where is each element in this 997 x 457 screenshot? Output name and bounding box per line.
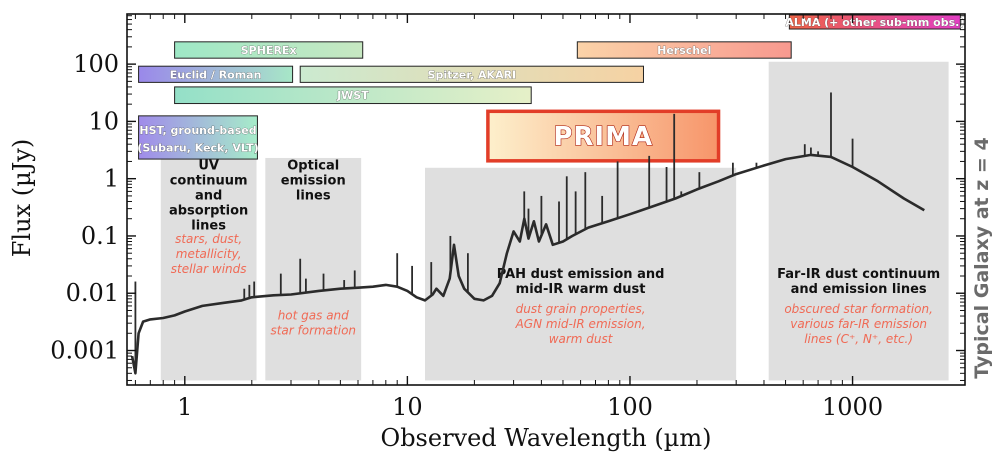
facility-label-euclid: Euclid / Roman — [170, 68, 262, 81]
region-desc-optical: hot gas and — [278, 308, 349, 322]
y-tick-label: 0.1 — [81, 222, 119, 250]
facility-bar-spitzer — [299, 65, 644, 83]
region-title-farir: and emission lines — [791, 282, 927, 297]
facility-label-sphere: SPHEREx — [241, 44, 297, 57]
region-title-uv: absorption — [169, 203, 248, 218]
facility-bar-euclid — [138, 65, 294, 83]
facility-label-herschel: Herschel — [657, 44, 711, 57]
sed-curve — [130, 153, 925, 375]
region-desc-farir: lines (C⁺, N⁺, etc.) — [804, 332, 913, 346]
region-desc-pah: AGN mid-IR emission, — [515, 317, 646, 331]
right-side-label: Typical Galaxy at z = 4 — [971, 137, 993, 378]
ticks-layer: 1 10 100 1000 0.001 0.01 0.1 1 10 100 — [50, 14, 965, 421]
y-tick-label: 1 — [104, 165, 119, 193]
region-box-farir — [768, 61, 949, 381]
prima-label: PRIMA — [553, 122, 653, 152]
region-title-pah: mid-IR warm dust — [516, 282, 646, 297]
facility-label-spitzer: Spitzer, AKARI — [428, 68, 517, 81]
region-title-farir: Far-IR dust continuum — [777, 267, 940, 282]
region-desc-uv: metallicity, — [176, 247, 242, 261]
facility-bar-hst — [138, 115, 258, 160]
region-desc-uv: stars, dust, — [175, 232, 242, 246]
prima-box — [486, 109, 721, 163]
region-title-uv: continuum — [170, 173, 248, 188]
region-desc-uv: stellar winds — [171, 262, 247, 276]
y-tick-label: 10 — [88, 107, 119, 135]
facility-bar-herschel — [576, 41, 792, 59]
facility-bar-jwst — [174, 86, 532, 105]
region-title-uv: lines — [191, 218, 226, 233]
x-axis-title: Observed Wavelength (µm) — [381, 424, 712, 452]
plot-frame — [126, 13, 966, 386]
region-desc-pah: warm dust — [549, 332, 614, 346]
facility-bar-alma — [788, 14, 961, 30]
region-title-uv: and — [195, 188, 222, 203]
y-tick-label: 0.001 — [50, 337, 119, 365]
x-tick-label: 100 — [607, 393, 653, 421]
region-box-optical — [265, 157, 362, 381]
facility-sublabel-hst: (Subaru, Keck, VLT) — [137, 141, 258, 154]
region-title-optical: lines — [296, 188, 331, 203]
facilities-layer: SPHEREx Euclid / Roman Spitzer, AKARI JWST H… — [137, 14, 965, 163]
region-title-uv: UV — [198, 158, 219, 173]
region-desc-optical: star formation — [270, 323, 356, 337]
x-tick-label: 10 — [392, 393, 423, 421]
region-desc-pah: dust grain properties, — [516, 302, 646, 316]
region-desc-farir: obscured star formation, — [784, 302, 933, 316]
region-title-optical: emission — [281, 173, 346, 188]
facility-label-hst: HST, ground-based — [139, 124, 256, 137]
region-box-uv — [160, 157, 257, 381]
facility-label-jwst: JWST — [336, 89, 369, 102]
facility-bar-sphere — [174, 41, 364, 59]
y-tick-label: 100 — [73, 50, 119, 78]
y-axis-title: Flux (µJy) — [8, 139, 36, 257]
region-box-pah — [425, 167, 737, 381]
facility-label-alma: ALMA (+ other sub-mm obs.) — [785, 16, 964, 29]
region-title-optical: Optical — [287, 158, 339, 173]
sed-curve-layer — [130, 92, 925, 375]
x-tick-label: 1000 — [822, 393, 883, 421]
region-title-pah: PAH dust emission and — [497, 267, 665, 282]
x-tick-label: 1 — [177, 393, 192, 421]
y-tick-label: 0.01 — [66, 279, 119, 307]
region-desc-farir: various far-IR emission — [790, 317, 927, 331]
